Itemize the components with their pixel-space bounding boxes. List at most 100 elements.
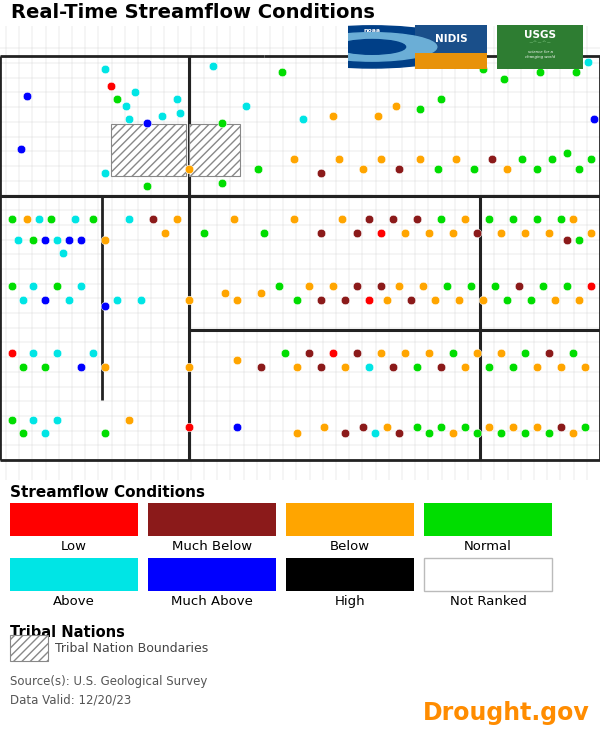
Point xyxy=(172,93,182,105)
Bar xyxy=(424,503,552,536)
Point xyxy=(589,114,599,125)
Point xyxy=(586,153,596,165)
Point xyxy=(352,281,362,292)
Text: Not Ranked: Not Ranked xyxy=(449,595,526,608)
Point xyxy=(100,167,110,179)
Text: USGS: USGS xyxy=(524,30,556,40)
Text: Data Valid: 12/20/23: Data Valid: 12/20/23 xyxy=(10,693,131,706)
Point xyxy=(562,147,572,158)
Point xyxy=(298,114,308,125)
Point xyxy=(556,361,566,372)
Point xyxy=(40,361,50,372)
Point xyxy=(388,361,398,372)
Point xyxy=(208,60,218,72)
Point xyxy=(586,227,596,239)
Point xyxy=(280,347,290,359)
Point xyxy=(100,63,110,75)
Text: Low: Low xyxy=(61,540,87,553)
Point xyxy=(550,294,560,306)
Point xyxy=(562,281,572,292)
Point xyxy=(406,294,416,306)
Point xyxy=(64,294,74,306)
Point xyxy=(46,213,56,225)
Point xyxy=(52,347,62,359)
Point xyxy=(76,361,86,372)
Point xyxy=(388,213,398,225)
Bar xyxy=(415,54,487,69)
Point xyxy=(424,427,434,439)
Point xyxy=(400,227,410,239)
Point xyxy=(328,347,338,359)
Bar xyxy=(10,503,138,536)
Point xyxy=(28,347,38,359)
Point xyxy=(430,294,440,306)
Point xyxy=(460,421,470,432)
Point xyxy=(574,163,584,175)
Bar xyxy=(497,25,583,69)
Point xyxy=(394,427,404,439)
Point xyxy=(358,421,368,432)
Point xyxy=(418,281,428,292)
Text: Normal: Normal xyxy=(464,540,512,553)
Point xyxy=(424,347,434,359)
Point xyxy=(568,347,578,359)
Point xyxy=(412,361,422,372)
Point xyxy=(574,234,584,246)
Point xyxy=(535,67,545,78)
Point xyxy=(544,347,554,359)
Point xyxy=(64,234,74,246)
Point xyxy=(220,287,230,299)
Text: Tribal Nation Boundaries: Tribal Nation Boundaries xyxy=(55,641,208,655)
Point xyxy=(277,67,287,78)
Point xyxy=(520,227,530,239)
Point xyxy=(448,227,458,239)
Point xyxy=(40,294,50,306)
Point xyxy=(76,234,86,246)
Circle shape xyxy=(307,33,437,61)
Point xyxy=(547,153,557,165)
Point xyxy=(160,227,170,239)
Point xyxy=(52,281,62,292)
Point xyxy=(484,361,494,372)
Point xyxy=(28,281,38,292)
Point xyxy=(172,213,182,225)
Point xyxy=(106,80,116,92)
Point xyxy=(229,213,239,225)
Point xyxy=(7,414,17,426)
Point xyxy=(40,234,50,246)
Point xyxy=(502,294,512,306)
Point xyxy=(490,281,500,292)
Point xyxy=(319,421,329,432)
Point xyxy=(520,427,530,439)
Point xyxy=(502,163,512,175)
Point xyxy=(121,100,131,111)
Point xyxy=(436,361,446,372)
Bar xyxy=(148,558,276,591)
Point xyxy=(136,294,146,306)
Point xyxy=(52,414,62,426)
Point xyxy=(18,427,28,439)
Point xyxy=(292,294,302,306)
Point xyxy=(373,110,383,122)
Point xyxy=(334,153,344,165)
Point xyxy=(526,294,536,306)
Point xyxy=(415,103,425,115)
Point xyxy=(217,117,227,128)
Point xyxy=(289,213,299,225)
Point xyxy=(532,213,542,225)
Point xyxy=(394,163,404,175)
Point xyxy=(364,294,374,306)
Point xyxy=(148,213,158,225)
Point xyxy=(448,347,458,359)
Point xyxy=(18,361,28,372)
Point xyxy=(142,180,152,192)
Text: science for a
changing world: science for a changing world xyxy=(525,51,555,59)
Point xyxy=(304,281,314,292)
Point xyxy=(583,56,593,68)
Point xyxy=(316,294,326,306)
Text: NIDIS: NIDIS xyxy=(435,34,467,44)
Point xyxy=(520,347,530,359)
Point xyxy=(34,213,44,225)
Bar xyxy=(111,124,186,176)
Point xyxy=(454,294,464,306)
